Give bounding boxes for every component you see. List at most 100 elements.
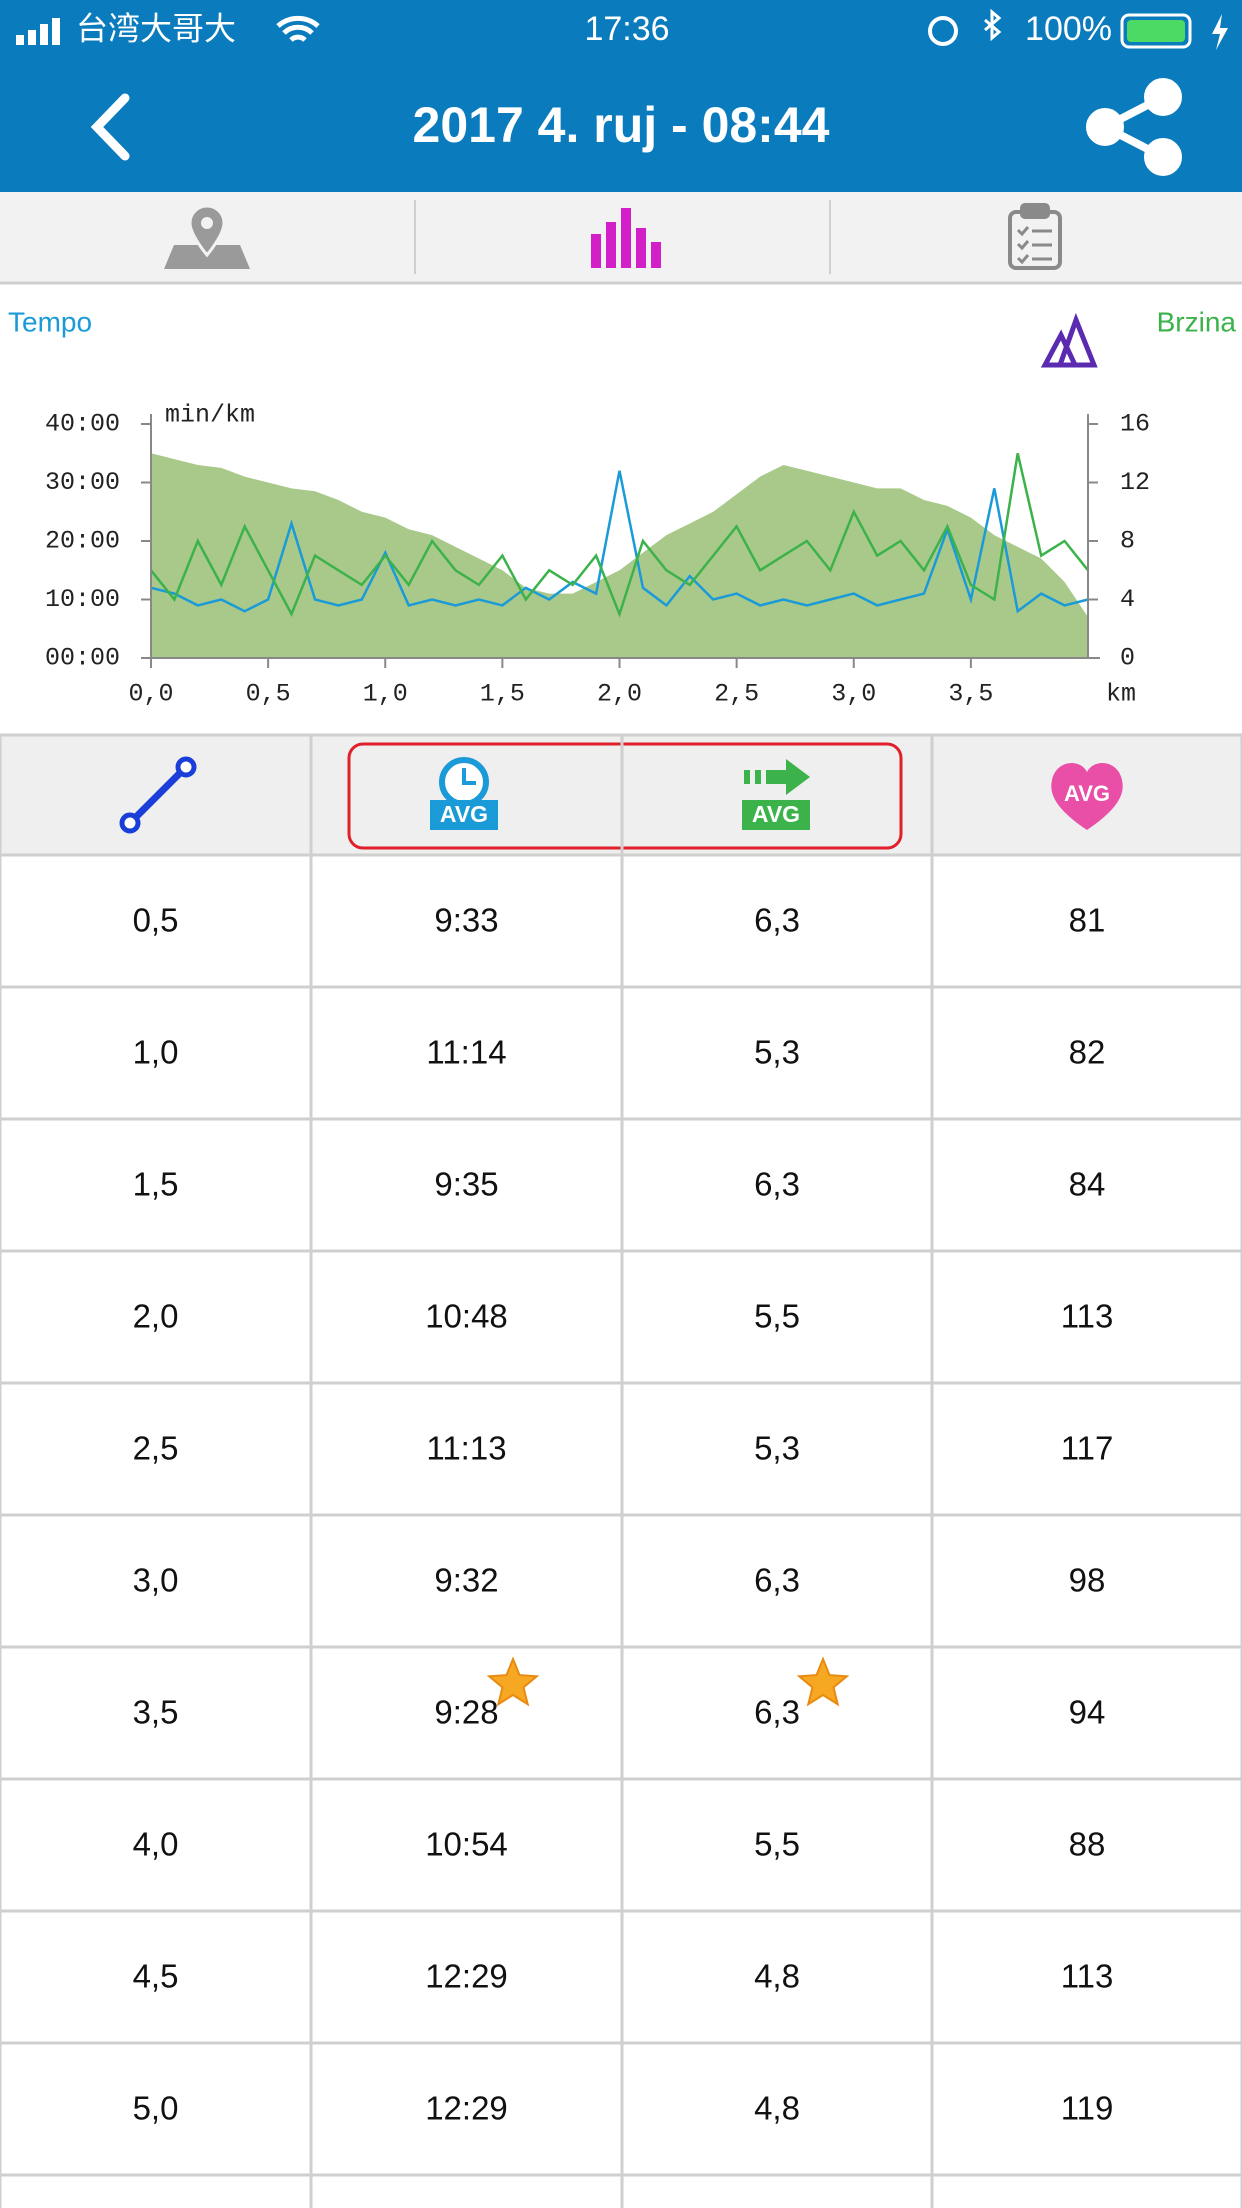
cell-text: 113 (1061, 1298, 1114, 1335)
wifi-icon (276, 15, 320, 42)
clock: 17:36 (584, 10, 669, 48)
charging-icon (1212, 14, 1228, 50)
cell-text: 12:29 (425, 2090, 508, 2127)
battery-icon (1120, 13, 1192, 49)
cell-text: 4,8 (754, 1958, 800, 1995)
y2-tick-label: 8 (1120, 527, 1135, 556)
cell-text: 11:13 (426, 1430, 506, 1467)
map-tab[interactable] (164, 204, 250, 269)
y2-tick-label: 0 (1120, 644, 1135, 673)
cell-text: 4,8 (754, 2090, 800, 2127)
x-tick-label: 0,0 (128, 680, 173, 709)
x-tick-label: 3,5 (948, 680, 993, 709)
y-tick-label: 10:00 (45, 585, 120, 614)
cell-text: 117 (1061, 1430, 1114, 1467)
y-axis-label: min/km (165, 401, 255, 430)
avg-label: AVG (440, 801, 488, 827)
cell-text: 9:32 (434, 1562, 498, 1599)
cell-text: 119 (1061, 2090, 1114, 2127)
avg-label: AVG (752, 801, 800, 827)
distance-icon (127, 764, 189, 826)
best-star (796, 1656, 850, 1707)
best-star (486, 1656, 540, 1707)
heart-icon (1051, 762, 1123, 830)
avg-badge (430, 800, 498, 830)
x-axis-label: km (1106, 680, 1136, 709)
cell-text: 2,5 (133, 1430, 179, 1467)
cell-text: 82 (1069, 1034, 1106, 1071)
y-tick-label: 30:00 (45, 468, 120, 497)
y-tick-label: 00:00 (45, 644, 120, 673)
cell-text: 6,3 (754, 1694, 800, 1731)
cell-text: 6,3 (754, 1166, 800, 1203)
legend-entry: Brzina (1157, 306, 1237, 337)
legend-entry: Tempo (8, 306, 92, 337)
y2-tick-label: 4 (1120, 585, 1135, 614)
share-button[interactable] (1086, 78, 1182, 176)
cell-text: 5,5 (754, 1826, 800, 1863)
cell-text: 9:28 (434, 1694, 498, 1731)
speed-arrow (744, 759, 810, 795)
chart: Tempo Brzina 00:00 10:00 20:00 30:00 40:00 0 4 8 1… (8, 306, 1236, 708)
cell-text: 81 (1069, 902, 1106, 939)
altitude-icon (1040, 312, 1098, 368)
cell-text: 4,0 (133, 1826, 179, 1863)
cell-text: 3,5 (133, 1694, 179, 1731)
cell-text: 84 (1069, 1166, 1106, 1203)
line (150, 453, 1089, 618)
battery-level (1127, 20, 1185, 42)
summary-tab[interactable] (1008, 203, 1062, 270)
cell-text: 9:35 (434, 1166, 498, 1203)
header-bar (0, 0, 1242, 192)
cell-text: 98 (1069, 1562, 1106, 1599)
avg-badge (742, 800, 810, 830)
cell-text: 5,0 (133, 2090, 179, 2127)
x-tick-label: 2,5 (714, 680, 759, 709)
cell-text: 10:48 (425, 1298, 508, 1335)
cell-text: 12:29 (425, 1958, 508, 1995)
clock-hands (462, 768, 476, 785)
x-tick-label: 0,5 (246, 680, 291, 709)
x-tick-label: 3,0 (831, 680, 876, 709)
distance-icon-end (119, 812, 141, 834)
cell-text: 1,0 (133, 1034, 179, 1071)
table: AVG AVG AVG 0,5 9:33 6,3 81 1,0 11:14 5,3 82 1,5 9:3… (0, 733, 1242, 2208)
carrier: 台湾大哥大 (76, 10, 236, 46)
highlight-box (347, 742, 903, 850)
cell-text: 0,5 (133, 902, 179, 939)
cell-text: 5,3 (754, 1034, 800, 1071)
y-tick-label: 40:00 (45, 410, 120, 439)
cell-text: 4,5 (133, 1958, 179, 1995)
cell-text: 2,0 (133, 1298, 179, 1335)
cell-text: 6,3 (754, 1562, 800, 1599)
cell-text: 3,0 (133, 1562, 179, 1599)
x-tick-label: 1,0 (363, 680, 408, 709)
cell-text: 5,5 (754, 1298, 800, 1335)
cell-text: 11:14 (426, 1034, 506, 1071)
cell-text: 1,5 (133, 1166, 179, 1203)
battery-text: 100% (1025, 10, 1112, 48)
y2-tick-label: 16 (1120, 410, 1150, 439)
signal-icon (16, 18, 60, 45)
cell-text: 10:54 (425, 1826, 508, 1863)
lock-icon (928, 16, 958, 46)
cell-text: 94 (1069, 1694, 1106, 1731)
y2-tick-label: 12 (1120, 468, 1150, 497)
y-tick-label: 20:00 (45, 527, 120, 556)
avg-label: AVG (1064, 781, 1110, 806)
cell-text: 88 (1069, 1826, 1106, 1863)
cell-text: 6,3 (754, 902, 800, 939)
bluetooth-icon (984, 8, 1002, 42)
cell-text: 5,3 (754, 1430, 800, 1467)
x-tick-label: 2,0 (597, 680, 642, 709)
header-title: 2017 4. ruj - 08:44 (413, 97, 830, 153)
back-button[interactable] (90, 93, 130, 161)
cell-text: 113 (1061, 1958, 1114, 1995)
cell-text: 9:33 (434, 902, 498, 939)
chart-tab[interactable] (591, 208, 661, 268)
x-tick-label: 1,5 (480, 680, 525, 709)
distance-icon-end (175, 756, 197, 778)
area (151, 453, 1088, 658)
